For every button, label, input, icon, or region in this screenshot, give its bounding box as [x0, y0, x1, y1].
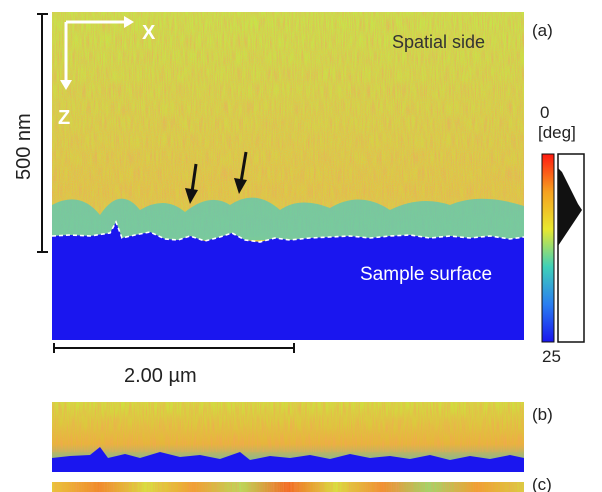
panel-b-image — [52, 402, 524, 472]
spatial-side-label: Spatial side — [392, 32, 485, 52]
scale-horizontal-label: 2.00 µm — [124, 365, 197, 387]
panel-a-label: (a) — [532, 21, 553, 40]
axis-x-label: X — [142, 22, 156, 44]
panel-a-image — [51, 12, 525, 340]
vertical-scale-bar: 500 nm — [13, 13, 48, 253]
horizontal-scale-bar: 2.00 µm — [53, 343, 295, 387]
feature-arrow-2 — [234, 151, 248, 194]
panel-b-label: (b) — [532, 405, 553, 424]
sample-surface-label: Sample surface — [360, 264, 492, 285]
axis-z-label: Z — [58, 107, 70, 129]
panel-c-label: (c) — [532, 475, 552, 492]
colorbar-top-label: 0 — [540, 103, 549, 122]
colorbar: 0 [deg] 25 — [538, 103, 585, 366]
scale-vertical-label: 500 nm — [13, 113, 35, 180]
sample-surface-region — [52, 222, 524, 340]
colorbar-bottom-label: 25 — [542, 347, 561, 366]
feature-arrow-1 — [185, 163, 198, 204]
panel-c-image — [52, 482, 524, 492]
axis-indicator: X Z — [58, 16, 156, 129]
surface-boundary-line — [51, 220, 525, 243]
colorbar-unit-label: [deg] — [538, 123, 576, 142]
colorbar-histogram — [558, 168, 582, 246]
